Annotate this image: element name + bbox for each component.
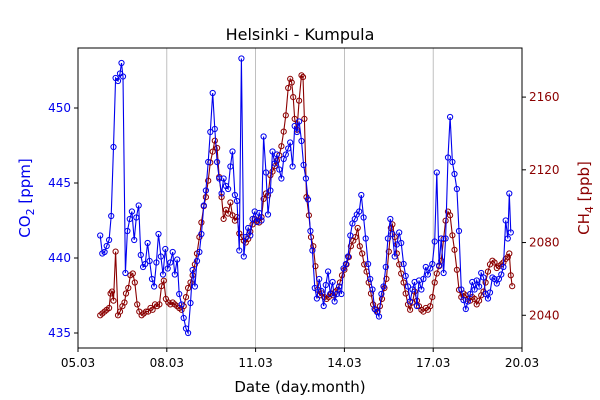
co2-tick-label: 435 — [48, 326, 71, 340]
x-tick-label: 14.03 — [327, 356, 361, 370]
co2-tick-label: 445 — [48, 176, 71, 190]
co2-line — [100, 59, 511, 334]
ch4-tick-label: 2080 — [529, 236, 560, 250]
co2-series — [98, 56, 514, 336]
chart-title: Helsinki - Kumpula — [226, 25, 375, 44]
ch4-series — [98, 73, 515, 318]
ch4-tick-label: 2120 — [529, 163, 560, 177]
x-tick-label: 05.03 — [61, 356, 95, 370]
co2-tick-label: 440 — [48, 251, 71, 265]
ch4-tick-label: 2040 — [529, 308, 560, 322]
ch4-axis: 2040 2080 2120 2160 — [522, 90, 560, 322]
x-axis: 05.03 08.03 11.03 14.03 17.03 20.03 — [61, 348, 539, 370]
ch4-axis-title: CH4 [ppb] — [575, 161, 596, 235]
x-axis-title: Date (day.month) — [234, 378, 365, 396]
co2-axis: 435 440 445 450 — [48, 101, 78, 340]
ch4-tick-label: 2160 — [529, 90, 560, 104]
x-tick-label: 20.03 — [505, 356, 539, 370]
x-tick-label: 11.03 — [238, 356, 272, 370]
x-tick-label: 08.03 — [150, 356, 184, 370]
dual-axis-line-chart: Helsinki - Kumpula 05.03 08.03 11.03 14.03 1… — [0, 0, 600, 400]
co2-tick-label: 450 — [48, 101, 71, 115]
x-tick-label: 17.03 — [416, 356, 450, 370]
co2-axis-title: CO2 [ppm] — [16, 158, 37, 237]
